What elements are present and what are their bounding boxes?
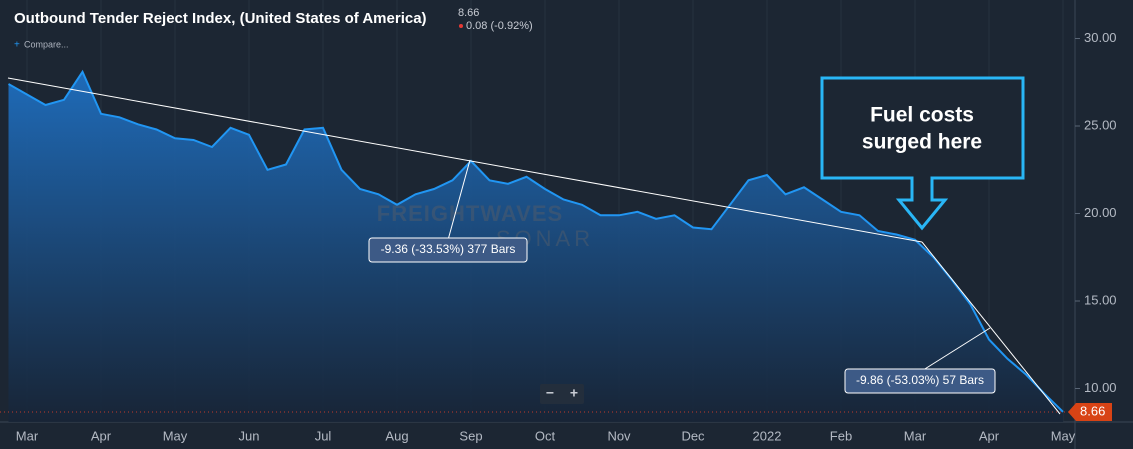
x-tick-label: Mar bbox=[904, 428, 927, 443]
annotation-box bbox=[368, 237, 528, 263]
x-tick-label: Apr bbox=[979, 428, 1000, 443]
x-tick-label: Sep bbox=[459, 428, 482, 443]
last-value: 8.66 bbox=[458, 7, 479, 19]
callout-box bbox=[820, 76, 1025, 231]
change: 0.08 (-0.92%) bbox=[466, 20, 533, 32]
x-tick-label: Oct bbox=[535, 428, 556, 443]
x-tick-label: Jun bbox=[239, 428, 260, 443]
watermark: FREIGHTWAVES bbox=[377, 201, 563, 226]
trend-line bbox=[7, 77, 923, 243]
connector bbox=[447, 159, 471, 241]
line bbox=[8, 69, 1064, 413]
x-tick-label: Aug bbox=[385, 428, 408, 443]
y-tick-label: 10.00 bbox=[1084, 380, 1117, 395]
y-tick-label: 20.00 bbox=[1084, 205, 1117, 220]
x-tick-label: May bbox=[163, 428, 188, 443]
x-tick-label: Nov bbox=[607, 428, 631, 443]
callout-text: surged here bbox=[862, 131, 982, 154]
area bbox=[8, 71, 1063, 423]
x-tick-label: Apr bbox=[91, 428, 112, 443]
zoom-out[interactable]: − bbox=[546, 385, 554, 401]
compare[interactable]: Compare... bbox=[24, 39, 69, 49]
x-tick-label: Feb bbox=[830, 428, 852, 443]
annotation: -9.86 (-53.03%) 57 Bars bbox=[856, 373, 984, 387]
x-tick-label: Mar bbox=[16, 428, 39, 443]
change-dot bbox=[459, 24, 463, 28]
x-tick-label: Dec bbox=[681, 428, 705, 443]
callout-text: Fuel costs bbox=[870, 104, 974, 127]
x-tick-label: Jul bbox=[315, 428, 332, 443]
y-tick-label: 15.00 bbox=[1084, 292, 1117, 307]
x-tick-label: 2022 bbox=[753, 428, 782, 443]
y-tick-label: 25.00 bbox=[1084, 117, 1117, 132]
annotation: -9.36 (-33.53%) 377 Bars bbox=[381, 242, 516, 256]
y-tick-label: 30.00 bbox=[1084, 30, 1117, 45]
x-tick-label: May bbox=[1051, 428, 1076, 443]
last-value-label: 8.66 bbox=[1080, 403, 1105, 418]
annotation-box bbox=[844, 368, 996, 394]
trend-line bbox=[921, 241, 1061, 415]
last-value-tag bbox=[1068, 402, 1112, 421]
zoom-in[interactable]: + bbox=[570, 385, 578, 401]
zoom-control bbox=[540, 384, 584, 404]
compare-plus[interactable]: + bbox=[14, 40, 20, 51]
chart-title: Outbound Tender Reject Index, (United St… bbox=[14, 10, 427, 27]
connector bbox=[919, 327, 991, 373]
plot bbox=[8, 0, 1064, 423]
